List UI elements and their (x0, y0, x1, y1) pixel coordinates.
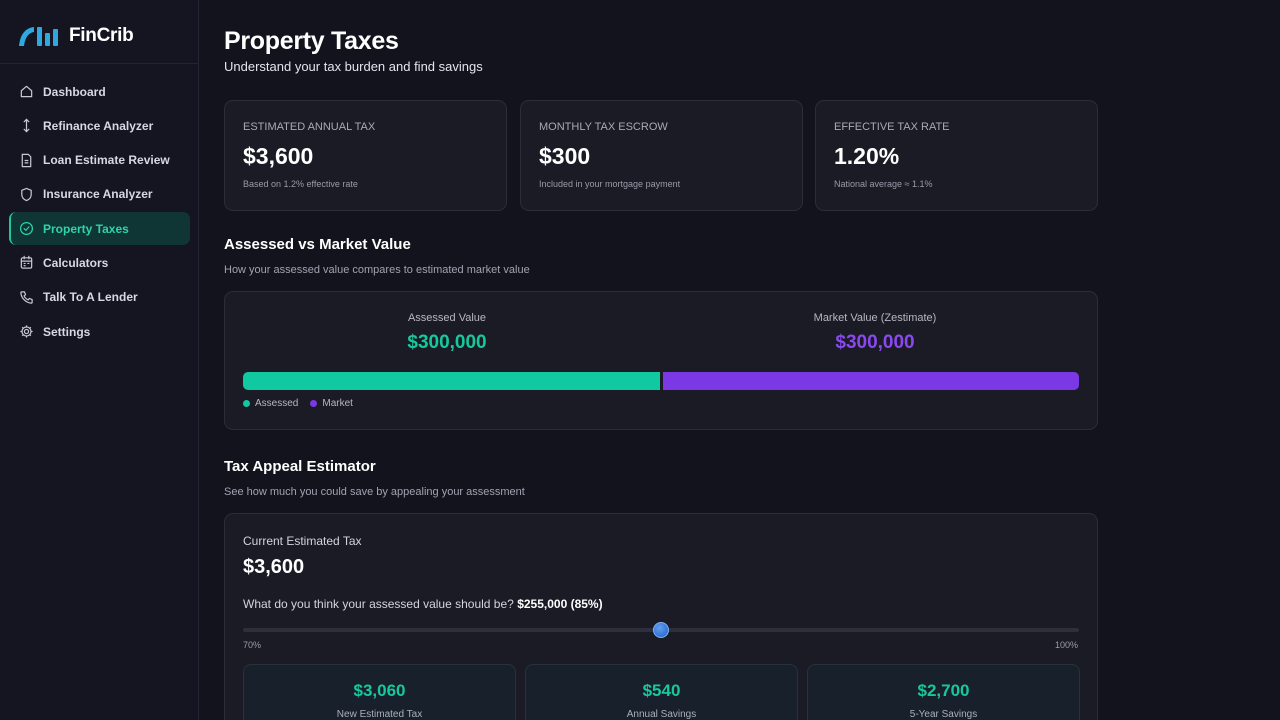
arrows-vertical-icon (18, 118, 34, 134)
result-value: $2,700 (917, 681, 970, 700)
market-value-block: Market Value (Zestimate) $300,000 (665, 312, 1085, 354)
stat-note: Included in your mortgage payment (539, 179, 681, 189)
sidebar-item-label: Loan Estimate Review (43, 153, 170, 168)
slider-max-label: 100% (1054, 640, 1078, 650)
sidebar-item-label: Property Taxes (43, 221, 129, 236)
result-value: $3,060 (353, 681, 406, 700)
brand-logo[interactable]: FinCrib (18, 24, 134, 48)
gear-icon (18, 324, 34, 340)
sidebar-item-loan-estimate-review[interactable]: Loan Estimate Review (9, 144, 190, 177)
sidebar-item-label: Refinance Analyzer (43, 118, 154, 133)
result-card-new-tax: $3,060 New Estimated Tax (243, 664, 516, 720)
result-card-annual-savings: $540 Annual Savings (525, 664, 798, 720)
stat-value: $3,600 (243, 143, 314, 169)
slider-min-label: 70% (243, 640, 262, 650)
stat-note: National average ≈ 1.1% (834, 179, 933, 189)
market-value: $300,000 (835, 332, 915, 353)
legend-item-market: Market (310, 398, 353, 409)
sidebar-item-calculators[interactable]: Calculators (9, 246, 190, 279)
sidebar-item-label: Settings (43, 324, 91, 339)
appeal-section-subtitle: See how much you could save by appealing… (224, 486, 525, 498)
assessed-value-slider[interactable] (243, 622, 1079, 638)
assessed-value: $300,000 (407, 332, 487, 353)
sidebar: FinCrib Dashboard Refinance Analyzer Loa… (0, 0, 199, 720)
legend-label: Assessed (255, 398, 299, 409)
sidebar-item-property-taxes[interactable]: Property Taxes (9, 212, 190, 246)
stat-value: 1.20% (834, 143, 900, 169)
bar-gap (659, 372, 663, 390)
stat-note: Based on 1.2% effective rate (243, 179, 358, 189)
question-value: $255,000 (85%) (517, 597, 603, 611)
stat-card-effective-rate: EFFECTIVE TAX RATE 1.20% National averag… (815, 100, 1098, 211)
sidebar-item-dashboard[interactable]: Dashboard (9, 75, 190, 108)
sidebar-item-insurance-analyzer[interactable]: Insurance Analyzer (9, 178, 190, 211)
shield-icon (18, 186, 34, 202)
legend-item-assessed: Assessed (243, 398, 298, 409)
comparison-section-title: Assessed vs Market Value (224, 236, 411, 253)
assessed-value-block: Assessed Value $300,000 (237, 312, 657, 354)
result-label: New Estimated Tax (336, 709, 423, 720)
fincrib-logo-icon (19, 27, 58, 46)
result-value: $540 (642, 681, 681, 700)
stat-value: $300 (539, 143, 591, 169)
sidebar-item-label: Calculators (43, 255, 109, 270)
legend-dot-assessed (243, 400, 250, 407)
stat-card-monthly-escrow: MONTHLY TAX ESCROW $300 Included in your… (520, 100, 803, 211)
stat-label: EFFECTIVE TAX RATE (834, 121, 950, 133)
assessed-value-label: Assessed Value (407, 312, 487, 324)
current-tax-value: $3,600 (243, 556, 305, 578)
assessed-bar-segment (243, 372, 660, 390)
sidebar-item-label: Talk To A Lender (43, 290, 138, 305)
sidebar-item-settings[interactable]: Settings (9, 315, 190, 348)
sidebar-item-refinance-analyzer[interactable]: Refinance Analyzer (9, 109, 190, 142)
legend-label: Market (322, 398, 353, 409)
result-card-five-year-savings: $2,700 5-Year Savings (807, 664, 1080, 720)
stat-label: MONTHLY TAX ESCROW (539, 121, 668, 133)
sidebar-item-talk-to-a-lender[interactable]: Talk To A Lender (9, 281, 190, 314)
slider-handle[interactable] (653, 622, 669, 638)
assessed-vs-market-bar (243, 372, 1079, 390)
sidebar-item-label: Dashboard (43, 84, 106, 99)
bar-legend: Assessed Market (243, 398, 365, 409)
sidebar-item-label: Insurance Analyzer (43, 187, 153, 202)
question-text: What do you think your assessed value sh… (243, 597, 514, 611)
brand-name: FinCrib (69, 25, 134, 46)
current-tax-label: Current Estimated Tax (243, 534, 362, 548)
page-subtitle: Understand your tax burden and find savi… (224, 59, 483, 74)
sidebar-divider (0, 63, 199, 64)
phone-icon (18, 289, 34, 305)
appeal-section-title: Tax Appeal Estimator (224, 458, 376, 475)
legend-dot-market (310, 400, 318, 407)
assessed-value-question: What do you think your assessed value sh… (243, 597, 603, 611)
sidebar-nav: Dashboard Refinance Analyzer Loan Estima… (9, 75, 190, 349)
market-value-label: Market Value (Zestimate) (813, 312, 937, 324)
check-circle-icon (18, 221, 34, 237)
market-bar-segment (662, 372, 1079, 390)
appeal-card: Current Estimated Tax $3,600 What do you… (224, 513, 1098, 720)
stat-label: ESTIMATED ANNUAL TAX (243, 121, 376, 133)
stat-card-annual-tax: ESTIMATED ANNUAL TAX $3,600 Based on 1.2… (224, 100, 507, 211)
calendar-icon (18, 255, 34, 271)
comparison-card: Assessed Value $300,000 Market Value (Ze… (224, 291, 1098, 430)
result-label: Annual Savings (626, 709, 697, 720)
document-icon (18, 152, 34, 168)
result-label: 5-Year Savings (909, 709, 978, 720)
page-title: Property Taxes (224, 27, 399, 55)
comparison-section-subtitle: How your assessed value compares to esti… (224, 264, 530, 276)
home-icon (18, 84, 34, 100)
